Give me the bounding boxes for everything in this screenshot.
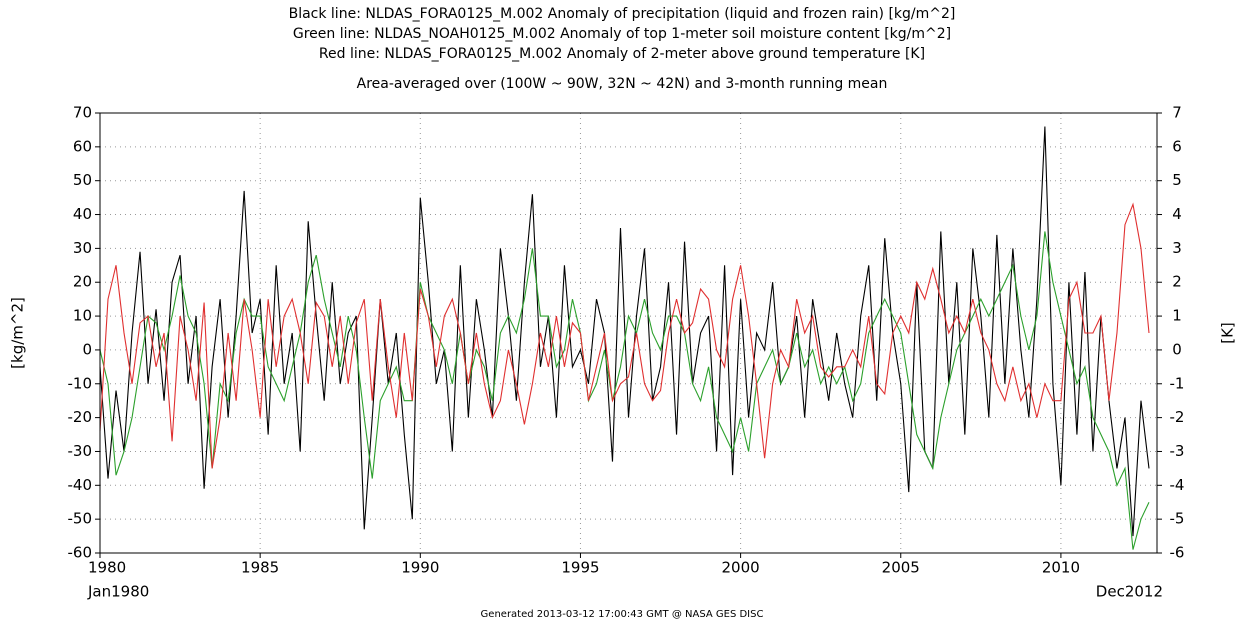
series-line [99,231,1150,550]
lines [99,126,1150,550]
y2-tick-label: 1 [1172,307,1182,325]
x-tick-label: 2000 [722,559,760,577]
title-line: Red line: NLDAS_FORA0125_M.002 Anomaly o… [319,46,925,62]
footer: Generated 2013-03-12 17:00:43 GMT @ NASA… [481,609,764,620]
x-tick-label: 1980 [88,559,126,577]
title-line: Black line: NLDAS_FORA0125_M.002 Anomaly… [289,6,956,22]
y2-tick-label: 2 [1172,273,1182,291]
series-line [99,202,1150,469]
y-tick-label: 30 [73,239,92,257]
y2-tick-label: -4 [1170,476,1185,494]
y2-tick-label: 3 [1172,239,1182,257]
x-end-label: Dec2012 [1096,583,1163,601]
y2-tick-label: -3 [1170,442,1185,460]
title-line: Area-averaged over (100W ~ 90W, 32N ~ 42… [357,76,888,92]
y-tick-label: -60 [68,544,93,562]
y-tick-label: -30 [68,442,93,460]
x-tick-label: 1985 [241,559,279,577]
y-tick-label: 70 [73,104,92,122]
y2-tick-label: 6 [1172,137,1182,155]
y-tick-label: 60 [73,137,92,155]
y-tick-label: 50 [73,171,92,189]
y-tick-label: 10 [73,307,92,325]
y-axis-label: [kg/m^2] [9,297,27,369]
title-line: Green line: NLDAS_NOAH0125_M.002 Anomaly… [293,26,951,42]
y2-tick-label: 5 [1172,171,1182,189]
y2-tick-label: 7 [1172,104,1182,122]
y-tick-label: 0 [82,340,92,358]
x-tick-label: 2010 [1042,559,1080,577]
series-line [99,126,1150,537]
y-tick-label: -10 [68,374,93,392]
y2-tick-label: -5 [1170,510,1185,528]
y2-axis-label: [K] [1219,322,1237,344]
x-tick-label: 1990 [401,559,439,577]
y2-tick-label: 4 [1172,205,1182,223]
y2-tick-label: 0 [1172,340,1182,358]
x-tick-label: 2005 [882,559,920,577]
y2-tick-label: -1 [1170,374,1185,392]
x-start-label: Jan1980 [87,583,149,601]
x-tick-label: 1995 [561,559,599,577]
y-tick-label: 40 [73,205,92,223]
y-tick-label: -20 [68,408,93,426]
y-tick-label: -50 [68,510,93,528]
y-tick-label: 20 [73,273,92,291]
y2-tick-label: -2 [1170,408,1185,426]
y2-tick-label: -6 [1170,544,1185,562]
y-tick-label: -40 [68,476,93,494]
plot-frame [99,112,1158,554]
